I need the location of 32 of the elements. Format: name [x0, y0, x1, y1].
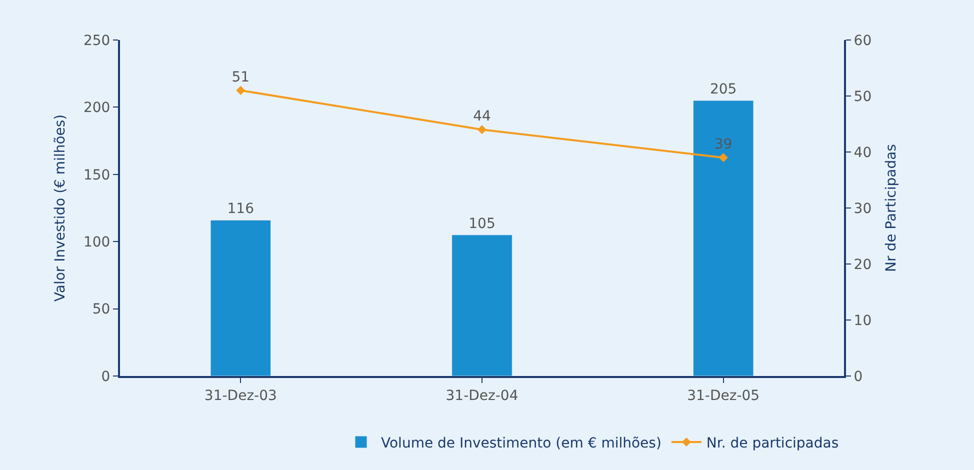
legend-label: Volume de Investimento (em € milhões)	[381, 435, 662, 452]
x-tick-label: 31-Dez-05	[687, 388, 760, 404]
y-tick-label: 100	[83, 234, 110, 250]
point	[718, 153, 728, 162]
y-tick-label: 50	[92, 302, 110, 318]
point	[236, 86, 246, 95]
y-tick-label: 150	[83, 167, 110, 184]
y2-tick-label: 50	[854, 88, 872, 105]
y2-tick-label: 0	[854, 368, 863, 385]
y-tick-label: 200	[83, 100, 110, 116]
y-tick-label: 250	[83, 32, 110, 49]
data-label: 39	[714, 136, 732, 153]
x-tick-label: 31-Dez-03	[204, 388, 277, 404]
bar	[210, 220, 272, 376]
y2-tick-label: 10	[854, 312, 872, 329]
y-tick-label: 0	[101, 368, 110, 385]
bar	[692, 100, 754, 376]
bar	[452, 234, 512, 376]
data-label: 105	[468, 216, 496, 232]
data-label: 205	[710, 81, 737, 98]
x-tick-label: 31-Dez-04	[446, 388, 518, 404]
y2-tick-label: 30	[854, 200, 872, 217]
y2-tick-label: 40	[854, 144, 872, 161]
legend-label: Nr. de participadas	[706, 435, 839, 452]
data-label: 116	[227, 201, 254, 218]
data-label: 44	[473, 108, 491, 125]
y2-axis-title: Nr de Participadas	[883, 144, 900, 272]
point	[477, 125, 487, 134]
data-label: 51	[232, 70, 250, 86]
y2-tick-label: 60	[854, 32, 872, 49]
y-axis-title: Valor Investido (€ milhões)	[52, 114, 69, 302]
y2-tick-label: 20	[854, 256, 872, 273]
